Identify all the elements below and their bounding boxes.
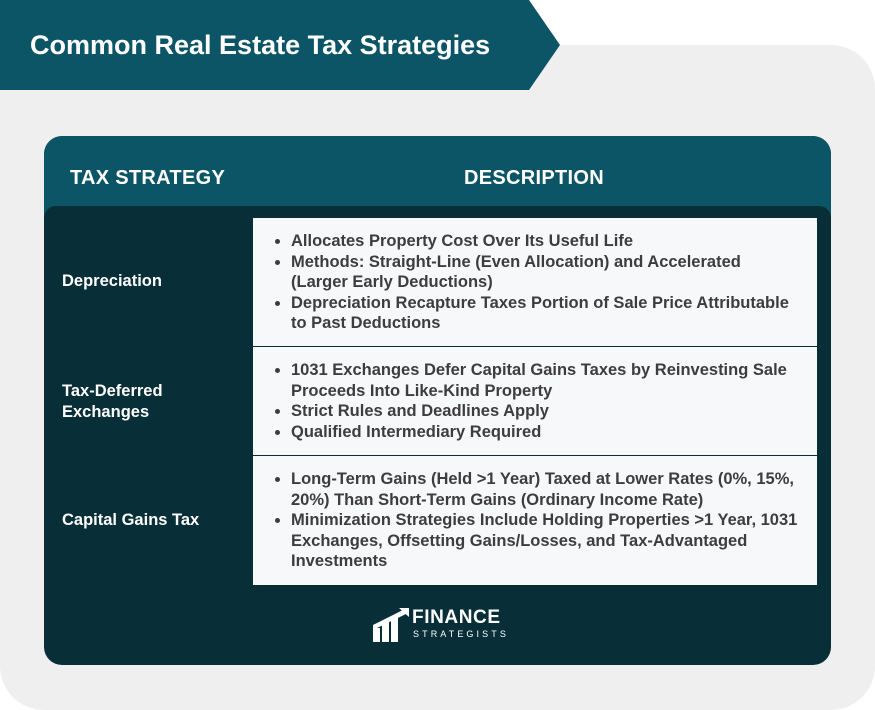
strategy-table: TAX STRATEGY DESCRIPTION Depreciation Al…: [44, 136, 831, 665]
bullet-list: Long-Term Gains (Held >1 Year) Taxed at …: [253, 456, 817, 572]
table-header: TAX STRATEGY DESCRIPTION: [44, 136, 831, 216]
title-banner: [0, 0, 560, 90]
bullet-list: 1031 Exchanges Defer Capital Gains Taxes…: [253, 347, 817, 442]
finance-strategists-logo: FINANCE STRATEGISTS: [373, 607, 513, 644]
finance-strategists-logo-icon: [373, 608, 409, 642]
list-item: Strict Rules and Deadlines Apply: [273, 401, 799, 422]
page-title: Common Real Estate Tax Strategies: [30, 29, 490, 61]
logo-subtitle: STRATEGISTS: [413, 629, 509, 639]
list-item: Depreciation Recapture Taxes Portion of …: [273, 293, 799, 334]
row-label-capital-gains-tax: Capital Gains Tax: [62, 511, 200, 529]
list-item: Qualified Intermediary Required: [273, 422, 799, 443]
row-description-depreciation: Allocates Property Cost Over Its Useful …: [253, 218, 817, 346]
row-description-tax-deferred-exchanges: 1031 Exchanges Defer Capital Gains Taxes…: [253, 347, 817, 455]
list-item: Methods: Straight-Line (Even Allocation)…: [273, 252, 799, 293]
row-label-tax-deferred-exchanges: Tax-Deferred Exchanges: [62, 382, 163, 421]
list-item: Allocates Property Cost Over Its Useful …: [273, 231, 799, 252]
list-item: Minimization Strategies Include Holding …: [273, 510, 799, 572]
header-divider: [44, 206, 831, 218]
title-prefix: Common: [30, 30, 147, 60]
logo-wordmark: FINANCE: [412, 607, 501, 628]
bullet-list: Allocates Property Cost Over Its Useful …: [253, 218, 817, 334]
row-label-depreciation: Depreciation: [62, 272, 162, 290]
column-header-strategy: TAX STRATEGY: [70, 167, 226, 189]
title-emphasis: Real Estate Tax Strategies: [154, 30, 491, 60]
list-item: Long-Term Gains (Held >1 Year) Taxed at …: [273, 469, 799, 510]
column-header-description: DESCRIPTION: [464, 167, 604, 189]
list-item: 1031 Exchanges Defer Capital Gains Taxes…: [273, 360, 799, 401]
row-description-capital-gains-tax: Long-Term Gains (Held >1 Year) Taxed at …: [253, 456, 817, 585]
